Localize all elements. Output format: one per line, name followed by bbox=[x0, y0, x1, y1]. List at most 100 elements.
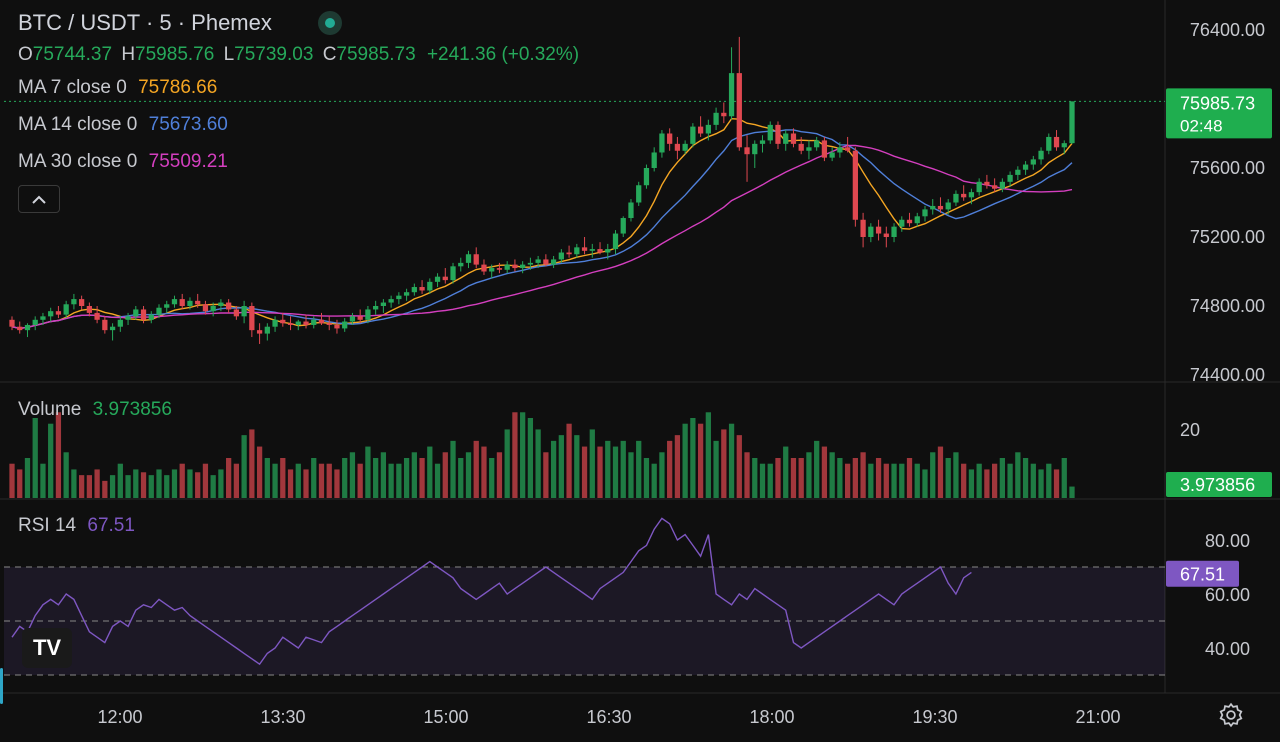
candle-body bbox=[496, 268, 503, 270]
volume-bar bbox=[117, 463, 123, 498]
volume-bar bbox=[303, 469, 309, 498]
volume-bar bbox=[728, 423, 735, 498]
candle-body bbox=[117, 319, 123, 327]
volume-bar bbox=[574, 435, 580, 498]
volume-bar bbox=[473, 440, 479, 498]
candle-body bbox=[171, 299, 178, 305]
candle-body bbox=[55, 311, 62, 315]
candle-body bbox=[906, 219, 913, 224]
volume-bar bbox=[914, 463, 920, 498]
volume-bar bbox=[55, 412, 62, 498]
volume-bar bbox=[465, 452, 472, 498]
candle-body bbox=[914, 216, 920, 224]
volume-bar bbox=[891, 463, 897, 498]
candle-body bbox=[728, 73, 735, 117]
candle-body bbox=[24, 324, 31, 331]
volume-bar bbox=[504, 429, 510, 498]
collapse-legend-button[interactable] bbox=[18, 185, 60, 213]
volume-bar bbox=[156, 469, 162, 498]
volume-bar bbox=[365, 446, 371, 498]
candle-body bbox=[434, 276, 441, 282]
candle-body bbox=[991, 185, 998, 189]
volume-bar bbox=[752, 458, 758, 498]
candle-body bbox=[195, 300, 201, 305]
volume-bar bbox=[179, 463, 185, 498]
candle-body bbox=[458, 262, 464, 267]
candle-body bbox=[133, 309, 139, 317]
ma30-value: 75509.21 bbox=[148, 151, 228, 172]
candle-body bbox=[226, 302, 232, 310]
candle-body bbox=[605, 249, 611, 253]
candle-body bbox=[721, 112, 727, 117]
volume-bar bbox=[396, 463, 402, 498]
volume-bar bbox=[489, 458, 495, 498]
candle-body bbox=[566, 252, 572, 255]
ohlc-readout: O75744.37 H75985.76 L75739.03 C75985.73 … bbox=[18, 44, 579, 66]
time-tick-label: 16:30 bbox=[586, 707, 631, 727]
chevron-up-icon bbox=[32, 195, 46, 204]
candle-body bbox=[71, 299, 77, 305]
candle-body bbox=[597, 249, 603, 253]
candle-body bbox=[1038, 150, 1044, 160]
ma14-label: MA 14 close 0 bbox=[18, 114, 138, 135]
volume-bar bbox=[558, 435, 564, 498]
candle-body bbox=[589, 249, 595, 251]
tradingview-logo-icon[interactable]: TV bbox=[22, 628, 72, 668]
volume-bar bbox=[17, 469, 23, 498]
volume-bar bbox=[109, 475, 116, 498]
volume-bar bbox=[24, 458, 31, 498]
candle-body bbox=[667, 133, 673, 144]
symbol-title[interactable]: BTC / USDT · 5 · Phemex bbox=[18, 10, 272, 35]
time-tick-label: 15:00 bbox=[423, 707, 468, 727]
candle-body bbox=[86, 306, 93, 313]
gear-icon[interactable] bbox=[1218, 702, 1244, 728]
candle-body bbox=[1046, 136, 1052, 151]
volume-bar bbox=[837, 458, 843, 498]
volume-bar bbox=[9, 463, 15, 498]
candle-body bbox=[790, 133, 797, 144]
left-edge-handle[interactable] bbox=[0, 668, 3, 704]
ma30-legend[interactable]: MA 30 close 0 75509.21 bbox=[18, 151, 228, 173]
candle-body bbox=[953, 193, 959, 203]
candle-body bbox=[690, 126, 696, 144]
ma14-legend[interactable]: MA 14 close 0 75673.60 bbox=[18, 114, 228, 136]
volume-bar bbox=[125, 475, 131, 498]
volume-bar bbox=[682, 423, 688, 498]
volume-bar bbox=[550, 440, 557, 498]
volume-legend[interactable]: Volume 3.973856 bbox=[18, 399, 172, 421]
volume-badge-value: 3.973856 bbox=[1180, 475, 1255, 495]
volume-bar bbox=[829, 452, 835, 498]
candle-body bbox=[295, 321, 301, 325]
volume-bar bbox=[264, 458, 270, 498]
candle-body bbox=[829, 152, 835, 158]
candle-body bbox=[63, 304, 69, 315]
candle-body bbox=[628, 202, 634, 219]
candle-body bbox=[17, 326, 23, 331]
candle-body bbox=[581, 247, 588, 251]
volume-bar bbox=[744, 452, 750, 498]
volume-bar bbox=[659, 452, 665, 498]
volume-bar bbox=[991, 463, 998, 498]
volume-bar bbox=[721, 429, 727, 498]
candle-body bbox=[1030, 159, 1036, 165]
rsi-legend[interactable]: RSI 14 67.51 bbox=[18, 515, 135, 537]
ma7-legend[interactable]: MA 7 close 0 75786.66 bbox=[18, 77, 217, 99]
volume-bar bbox=[164, 475, 170, 498]
candle-body bbox=[814, 140, 820, 148]
volume-bar bbox=[1069, 486, 1075, 498]
volume-bar bbox=[767, 463, 773, 498]
volume-bar bbox=[233, 463, 240, 498]
volume-bar bbox=[102, 480, 108, 498]
volume-bar bbox=[226, 458, 232, 498]
volume-bar bbox=[713, 440, 719, 498]
candle-body bbox=[179, 299, 185, 306]
volume-bar bbox=[589, 429, 595, 498]
candle-body bbox=[875, 226, 882, 234]
volume-bar bbox=[249, 429, 255, 498]
volume-badge bbox=[1166, 472, 1272, 497]
candle-body bbox=[94, 312, 100, 320]
ma7-line bbox=[11, 117, 1073, 330]
rsi-badge-value: 67.51 bbox=[1180, 565, 1225, 585]
candle-body bbox=[968, 192, 975, 198]
